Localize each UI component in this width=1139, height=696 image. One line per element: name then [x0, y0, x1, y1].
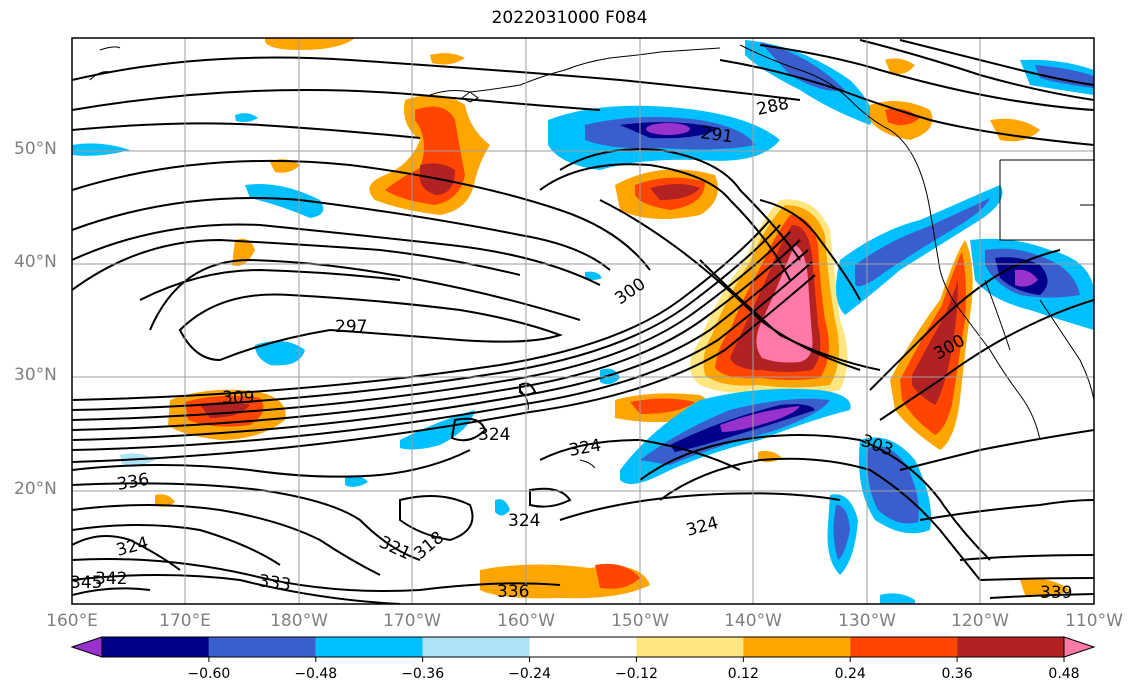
lon-label: 110°W — [1065, 611, 1123, 631]
colorbar-bin — [422, 637, 530, 657]
plot-frame — [71, 37, 1095, 605]
map-title: 2022031000 F084 — [491, 8, 648, 28]
lon-label: 150°W — [611, 611, 669, 631]
contour-label: 324 — [478, 425, 510, 445]
contour-label: 324 — [508, 511, 540, 531]
colorbar-bin — [850, 637, 958, 657]
coastlines — [89, 44, 1094, 469]
contour-label: 309 — [222, 388, 254, 408]
lon-label: 180°W — [270, 611, 328, 631]
colorbar-tick-label: 0.36 — [941, 666, 973, 682]
colorbar-tick-label: −0.48 — [294, 666, 338, 682]
contour-label: 297 — [335, 317, 367, 337]
contour-label: 336 — [497, 582, 529, 602]
lon-label: 170°E — [159, 611, 211, 631]
lon-label: 170°W — [383, 611, 441, 631]
colorbar — [70, 636, 1096, 662]
gridlines — [72, 38, 1094, 604]
colorbar-bin — [957, 637, 1064, 657]
colorbar-tick-label: 0.48 — [1048, 666, 1080, 682]
colorbar-tick-label: 0.24 — [834, 666, 866, 682]
lat-label-50n: 50°N — [14, 139, 57, 159]
colorbar-bin — [315, 637, 423, 657]
colorbar-tick-label: −0.36 — [401, 666, 445, 682]
colorbar-bin — [102, 637, 209, 657]
lat-label-40n: 40°N — [14, 252, 57, 272]
colorbar-extension-high — [1063, 636, 1096, 658]
colorbar-tick-label: −0.60 — [187, 666, 231, 682]
lon-label: 120°W — [951, 611, 1009, 631]
colorbar-bin — [529, 637, 637, 657]
lat-label-30n: 30°N — [14, 365, 57, 385]
lon-label: 160°E — [46, 611, 98, 631]
colorbar-bin — [208, 637, 316, 657]
colorbar-outline — [101, 636, 1065, 658]
shaded-fields — [72, 38, 1094, 604]
contour-label: 333 — [257, 571, 292, 595]
lat-label-20n: 20°N — [14, 479, 57, 499]
contour-label: 291 — [699, 123, 734, 147]
colorbar-tick-label: 0.12 — [727, 666, 759, 682]
colorbar-extension-low — [70, 636, 103, 658]
colorbar-tick-label: −0.12 — [614, 666, 658, 682]
colorbar-tick-label: −0.24 — [508, 666, 551, 682]
lon-label: 140°W — [724, 611, 782, 631]
contour-label: 342 — [95, 569, 127, 589]
colorbar-bin — [743, 637, 851, 657]
colorbar-bin — [636, 637, 744, 657]
contour-label: 339 — [1040, 583, 1072, 603]
contour-label: 345 — [70, 573, 102, 593]
lon-label: 130°W — [838, 611, 896, 631]
lon-label: 160°W — [497, 611, 555, 631]
plot-area: 288 291 297 300 309 324 324 324 324 336 … — [70, 38, 1094, 604]
